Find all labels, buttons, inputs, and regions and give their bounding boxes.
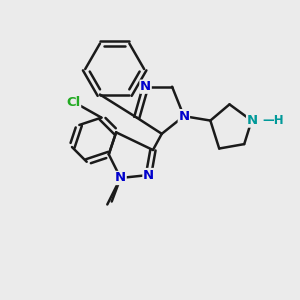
Text: N: N — [178, 110, 189, 123]
Text: N: N — [140, 80, 151, 93]
Text: N: N — [143, 169, 154, 182]
Text: N: N — [247, 114, 258, 127]
Text: Cl: Cl — [66, 96, 81, 110]
Text: —H: —H — [263, 114, 284, 127]
Text: N: N — [115, 172, 126, 184]
